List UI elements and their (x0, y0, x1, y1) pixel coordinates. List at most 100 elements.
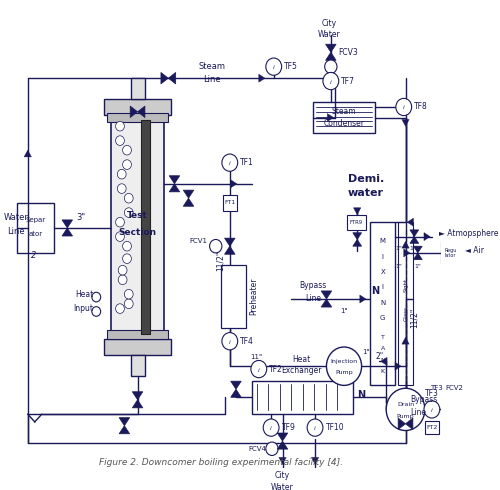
Bar (252, 381, 353, 414)
Text: Bypass: Bypass (300, 281, 327, 290)
Text: i: i (229, 161, 230, 166)
Text: Water: Water (271, 483, 294, 490)
Circle shape (124, 194, 133, 203)
Bar (107, 113, 168, 122)
Text: Exchanger: Exchanger (282, 367, 322, 375)
Text: Test: Test (127, 211, 148, 220)
Circle shape (424, 401, 440, 418)
Bar (104, 99, 171, 115)
Bar (370, 222, 395, 386)
Circle shape (122, 160, 132, 170)
Text: TF3: TF3 (430, 385, 442, 392)
Polygon shape (410, 230, 418, 237)
Text: Water: Water (4, 213, 29, 222)
Circle shape (116, 136, 124, 146)
Circle shape (307, 419, 323, 436)
Polygon shape (321, 291, 332, 299)
Circle shape (92, 292, 100, 302)
Text: G: G (380, 315, 386, 321)
Text: Input: Input (74, 304, 94, 313)
Polygon shape (408, 218, 414, 226)
Polygon shape (414, 253, 422, 260)
Polygon shape (458, 404, 466, 415)
Text: TF3: TF3 (425, 389, 439, 398)
Polygon shape (259, 74, 265, 82)
Text: FCV3: FCV3 (338, 48, 357, 57)
Polygon shape (183, 198, 194, 206)
Text: TF1: TF1 (240, 158, 254, 167)
Polygon shape (278, 441, 288, 449)
Text: i: i (273, 65, 274, 70)
Circle shape (222, 154, 238, 172)
Text: i: i (258, 368, 260, 372)
Polygon shape (119, 426, 130, 434)
Circle shape (118, 184, 126, 194)
Text: TF4: TF4 (240, 337, 254, 346)
Circle shape (122, 254, 132, 264)
Polygon shape (230, 381, 241, 389)
Text: Regu
lator: Regu lator (444, 247, 456, 258)
Text: i: i (270, 426, 272, 431)
Text: FT2: FT2 (426, 425, 438, 430)
Bar (130, 355, 144, 376)
Text: City: City (322, 19, 336, 28)
Text: FT1: FT1 (224, 200, 235, 205)
Circle shape (116, 232, 124, 242)
Polygon shape (230, 389, 241, 397)
Text: N: N (372, 286, 380, 296)
Text: Heat: Heat (76, 290, 94, 299)
Polygon shape (224, 246, 235, 254)
Polygon shape (279, 457, 286, 464)
Text: Figure 2. Downcomer boiling experimental facility [4].: Figure 2. Downcomer boiling experimental… (99, 458, 343, 466)
Text: i: i (403, 105, 404, 110)
Text: i: i (431, 408, 433, 413)
Text: Separ: Separ (26, 217, 46, 223)
Text: Heat: Heat (292, 355, 311, 364)
Text: 1": 1" (414, 264, 422, 269)
Polygon shape (353, 240, 362, 246)
Text: water: water (348, 188, 384, 198)
Text: X: X (380, 269, 385, 275)
Text: 2: 2 (31, 251, 36, 260)
Text: Injection: Injection (330, 359, 357, 364)
Polygon shape (169, 184, 179, 192)
Polygon shape (402, 242, 409, 248)
Text: N: N (380, 300, 386, 306)
Polygon shape (321, 299, 332, 307)
Polygon shape (398, 418, 406, 430)
Polygon shape (130, 106, 138, 118)
Text: Preheater: Preheater (249, 277, 258, 315)
Text: FTR9: FTR9 (350, 220, 363, 225)
Polygon shape (224, 238, 235, 246)
Bar (398, 222, 413, 386)
Text: TF8: TF8 (414, 102, 428, 112)
Polygon shape (24, 150, 32, 157)
Polygon shape (132, 400, 143, 408)
Text: I: I (382, 285, 384, 291)
Text: Drain: Drain (397, 402, 414, 407)
Circle shape (118, 275, 127, 285)
Bar (111, 107, 164, 347)
Circle shape (124, 208, 133, 218)
Text: Pump: Pump (335, 370, 353, 375)
Text: 1": 1" (362, 349, 370, 355)
Text: Steam: Steam (198, 62, 226, 71)
Circle shape (118, 170, 126, 179)
Text: 11/2": 11/2" (410, 308, 419, 328)
Text: TF10: TF10 (326, 423, 344, 432)
Circle shape (266, 442, 278, 456)
Text: TF5: TF5 (284, 62, 298, 71)
Circle shape (122, 242, 132, 251)
Text: TF9: TF9 (282, 423, 296, 432)
Text: Condenser: Condenser (324, 119, 364, 128)
Polygon shape (395, 362, 401, 370)
Text: Demi.: Demi. (348, 174, 384, 184)
Polygon shape (354, 208, 361, 215)
Polygon shape (353, 233, 362, 240)
Polygon shape (62, 220, 72, 228)
Polygon shape (404, 249, 410, 257)
Polygon shape (183, 190, 194, 198)
Bar (314, 102, 375, 133)
Text: N: N (357, 390, 366, 400)
Circle shape (116, 122, 124, 131)
